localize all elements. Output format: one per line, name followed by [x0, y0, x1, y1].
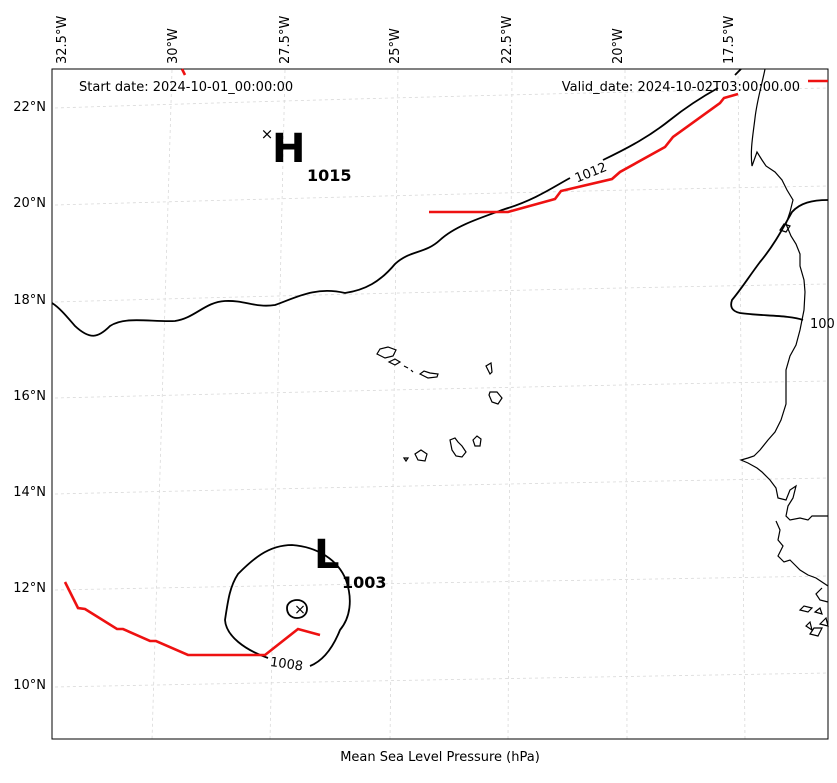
latitude-labels: 22°N 20°N 18°N 16°N 14°N 12°N 10°N — [13, 100, 46, 693]
lon-label-17-5w: 17.5°W — [722, 16, 737, 64]
low-letter: L — [314, 532, 340, 578]
isobar-1012-top — [734, 68, 742, 76]
isobar-east-contour — [730, 199, 829, 321]
lat-label-18n: 18°N — [13, 293, 46, 308]
map-caption: Mean Sea Level Pressure (hPa) — [340, 750, 540, 765]
low-pressure-value: 1003 — [342, 573, 387, 592]
low-center-marker: × — [294, 602, 306, 618]
lon-label-20w: 20°W — [611, 28, 626, 64]
isobar-1004-ring — [286, 599, 308, 619]
lat-label-10n: 10°N — [13, 678, 46, 693]
high-letter: H — [272, 126, 305, 172]
high-pressure-center: × H 1015 — [261, 125, 352, 185]
lat-label-14n: 14°N — [13, 485, 46, 500]
lon-label-22-5w: 22.5°W — [500, 16, 515, 64]
coastline-cape-verde — [376, 346, 503, 463]
lon-label-25w: 25°W — [388, 28, 403, 64]
lat-label-16n: 16°N — [13, 389, 46, 404]
lon-label-27-5w: 27.5°W — [278, 16, 293, 64]
map-frame — [51, 68, 829, 740]
isobar-1012 — [51, 177, 571, 337]
graticule — [54, 69, 829, 741]
longitude-labels: 32.5°W 30°W 27.5°W 25°W 22.5°W 20°W 17.5… — [55, 16, 737, 64]
coastline-west-africa — [739, 68, 829, 637]
lat-label-22n: 22°N — [13, 100, 46, 115]
isobars — [51, 68, 829, 667]
fronts — [63, 68, 828, 657]
isobar-labels: 1012 1008 100 — [269, 160, 835, 674]
isobar-label-1012: 1012 — [573, 160, 609, 186]
valid-date-label: Valid_date: 2024-10-02T03:00:00.00 — [562, 80, 800, 95]
high-pressure-value: 1015 — [307, 166, 352, 185]
front-north-west — [180, 68, 187, 76]
isobar-1008-ring — [224, 544, 351, 667]
start-date-label: Start date: 2024-10-01_00:00:00 — [79, 80, 293, 95]
lat-label-20n: 20°N — [13, 196, 46, 211]
low-pressure-center: × L 1003 — [294, 532, 386, 618]
high-center-marker: × — [261, 125, 274, 143]
isobar-label-1008: 1008 — [269, 655, 304, 674]
lon-label-32-5w: 32.5°W — [55, 16, 70, 64]
lon-label-30w: 30°W — [166, 28, 181, 64]
front-north — [429, 92, 739, 214]
lat-label-12n: 12°N — [13, 581, 46, 596]
front-south — [63, 581, 321, 657]
isobar-label-100: 100 — [810, 317, 835, 332]
isobar-1012-east — [602, 87, 719, 161]
